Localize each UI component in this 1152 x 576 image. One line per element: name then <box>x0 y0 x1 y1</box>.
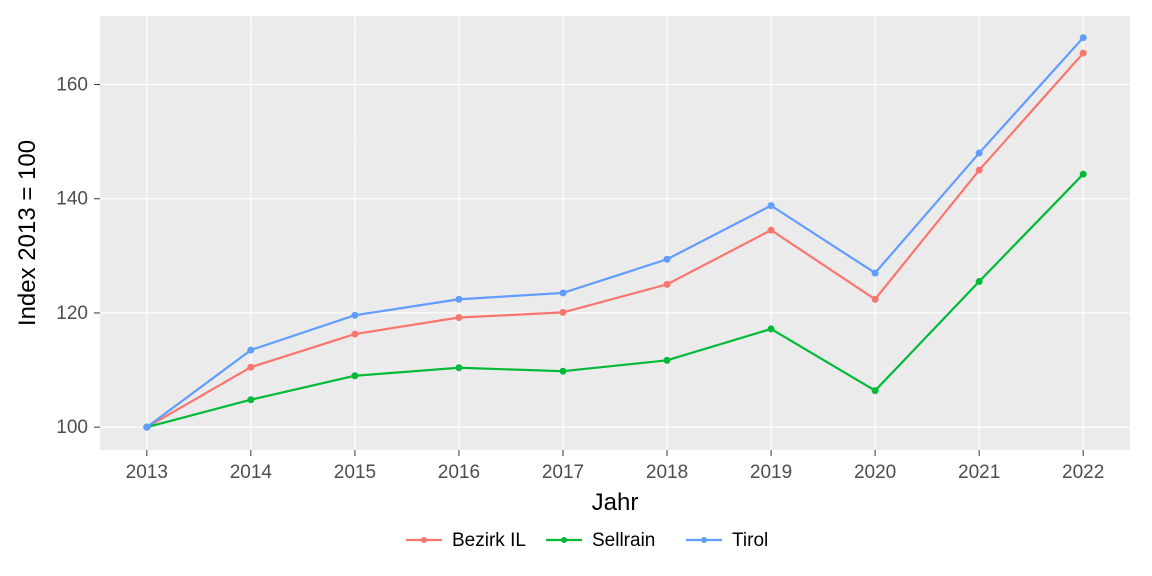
series-point <box>1080 171 1086 177</box>
line-chart: 2013 2014 2015 2016 2017 2018 2019 2020 2021 2022… <box>0 0 1152 576</box>
series-point <box>352 312 358 318</box>
y-tick-label: 100 <box>56 417 88 438</box>
x-axis-title: Jahr <box>592 489 639 516</box>
series-point <box>144 424 150 430</box>
series-point <box>976 279 982 285</box>
y-tick-label: 140 <box>56 189 88 210</box>
series-point <box>456 296 462 302</box>
y-tick-label: 120 <box>56 303 88 324</box>
series-point <box>1080 50 1086 56</box>
series-point <box>768 227 774 233</box>
legend-key-point <box>701 537 707 543</box>
x-tick-label: 2021 <box>958 462 1000 483</box>
series-point <box>664 281 670 287</box>
series-point <box>560 309 566 315</box>
series-point <box>768 326 774 332</box>
series-point <box>1080 35 1086 41</box>
series-point <box>872 296 878 302</box>
legend-label: Sellrain <box>592 530 655 551</box>
legend-key-point <box>421 537 427 543</box>
x-tick-label: 2015 <box>334 462 376 483</box>
series-point <box>768 203 774 209</box>
x-tick-label: 2019 <box>750 462 792 483</box>
x-tick-label: 2020 <box>854 462 896 483</box>
legend-label: Bezirk IL <box>452 530 526 551</box>
x-tick-label: 2018 <box>646 462 688 483</box>
y-axis-title: Index 2013 = 100 <box>14 140 41 326</box>
series-point <box>352 373 358 379</box>
series-point <box>664 256 670 262</box>
series-point <box>560 290 566 296</box>
x-tick-label: 2017 <box>542 462 584 483</box>
series-point <box>248 364 254 370</box>
panel-background <box>100 16 1130 450</box>
series-point <box>976 150 982 156</box>
series-point <box>456 315 462 321</box>
legend-key-point <box>561 537 567 543</box>
series-point <box>248 347 254 353</box>
series-point <box>248 397 254 403</box>
x-tick-label: 2016 <box>438 462 480 483</box>
x-tick-label: 2013 <box>126 462 168 483</box>
y-tick-label: 160 <box>56 75 88 96</box>
series-point <box>664 357 670 363</box>
series-point <box>872 388 878 394</box>
x-tick-label: 2022 <box>1062 462 1104 483</box>
series-point <box>976 167 982 173</box>
series-point <box>560 368 566 374</box>
x-tick-label: 2014 <box>230 462 273 483</box>
series-point <box>352 331 358 337</box>
legend-label: Tirol <box>732 530 768 551</box>
series-point <box>456 365 462 371</box>
series-point <box>872 270 878 276</box>
chart-container: 2013 2014 2015 2016 2017 2018 2019 2020 2021 2022… <box>0 0 1152 576</box>
